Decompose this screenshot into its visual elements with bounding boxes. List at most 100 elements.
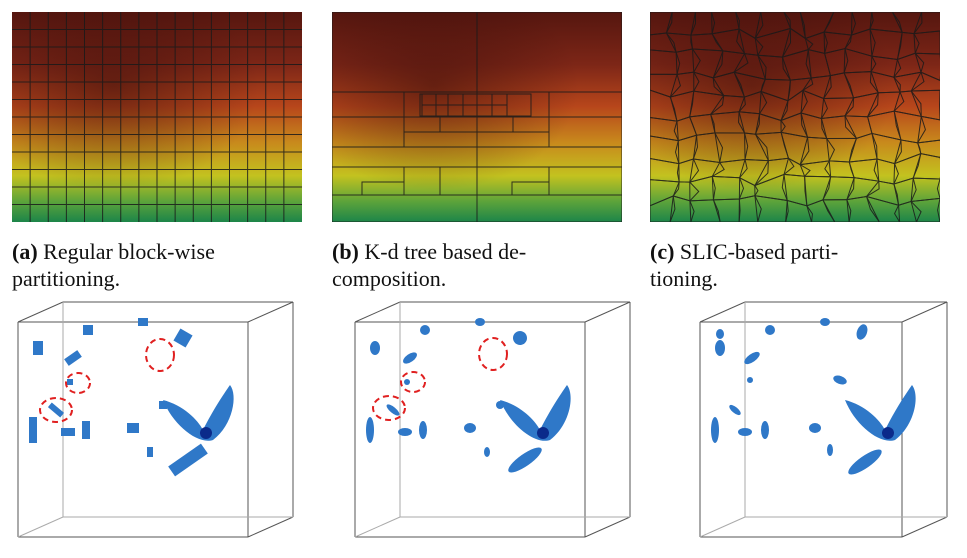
superpixel	[744, 132, 769, 162]
feature-blob	[729, 404, 741, 416]
superpixel	[822, 176, 855, 201]
superpixel	[913, 30, 940, 55]
highlight-circle	[478, 337, 508, 371]
feature-blob	[484, 447, 490, 457]
superpixel	[843, 71, 880, 99]
superpixel	[758, 90, 789, 122]
superpixel	[914, 52, 940, 82]
superpixel	[650, 49, 681, 75]
caption-b-line2: composition.	[332, 266, 447, 291]
cube-a-svg	[17, 301, 294, 538]
feature-blob	[833, 375, 847, 385]
heatmap-slic	[650, 12, 940, 222]
superpixel	[844, 28, 876, 57]
feature-blob	[475, 318, 485, 326]
superpixel	[738, 90, 768, 115]
cube-edge	[247, 301, 294, 323]
superpixel	[710, 111, 746, 134]
superpixel	[917, 115, 940, 144]
caption-a-tag: (a)	[12, 239, 38, 264]
feature-core	[882, 427, 894, 439]
cube-c-svg	[699, 301, 948, 538]
superpixel	[893, 152, 922, 185]
superpixel	[689, 175, 716, 202]
superpixel	[738, 111, 761, 135]
superpixel	[787, 77, 814, 102]
superpixel	[822, 199, 852, 222]
feature-blob	[716, 329, 724, 339]
feature-blob	[747, 377, 753, 383]
superpixel	[690, 33, 724, 52]
feature-blob	[33, 341, 43, 355]
superpixel	[850, 12, 874, 36]
superpixel	[802, 75, 832, 100]
superpixel	[893, 110, 926, 144]
feature-blob-large	[845, 385, 916, 441]
feature-blob	[513, 331, 527, 345]
feature-blob	[159, 401, 167, 409]
cube-edge	[584, 301, 631, 323]
feature-blob	[82, 421, 90, 439]
superpixel	[893, 90, 922, 118]
superpixel	[917, 139, 940, 158]
feature-blob	[744, 351, 760, 365]
superpixel	[678, 158, 700, 183]
superpixel	[692, 132, 724, 164]
superpixel	[826, 137, 858, 163]
superpixel	[865, 195, 901, 222]
feature-blob	[738, 428, 752, 436]
feature-blob	[809, 423, 821, 433]
superpixel	[650, 116, 680, 142]
feature-blob	[168, 443, 208, 477]
superpixel	[846, 177, 880, 201]
superpixel	[781, 27, 814, 58]
heatmap-b-svg	[332, 12, 622, 222]
highlight-circle	[65, 372, 91, 394]
feature-core	[537, 427, 549, 439]
superpixel	[711, 28, 746, 55]
superpixel	[672, 181, 700, 202]
feature-blob	[61, 428, 75, 436]
superpixel	[711, 158, 748, 179]
superpixel	[712, 50, 749, 79]
heatmap-kd-tree	[332, 12, 622, 222]
superpixel	[780, 89, 808, 122]
caption-c: (c) SLIC-based parti- tioning.	[650, 238, 942, 292]
caption-a-line2: partitioning.	[12, 266, 121, 291]
feature-blob	[820, 318, 830, 326]
feature-blob	[366, 417, 374, 443]
superpixel	[910, 71, 940, 92]
cube-b-svg	[354, 301, 631, 538]
feature-blob	[386, 404, 400, 416]
superpixel	[650, 179, 680, 207]
superpixel	[844, 92, 879, 118]
kd-cell	[491, 104, 508, 117]
feature-blob-large	[163, 385, 234, 441]
superpixel	[754, 173, 788, 202]
superpixel	[711, 175, 745, 201]
caption-c-line1: SLIC-based parti-	[679, 239, 839, 264]
kd-cell	[476, 194, 622, 222]
cube-edge	[699, 301, 746, 323]
superpixel	[870, 70, 901, 94]
cube-edge	[699, 516, 746, 538]
superpixel	[843, 47, 877, 74]
superpixel	[669, 195, 695, 222]
superpixel	[896, 31, 920, 61]
caption-c-line2: tioning.	[650, 266, 718, 291]
cube-edge	[17, 301, 64, 323]
feature-blob	[715, 340, 725, 356]
superpixel	[738, 28, 764, 56]
superpixel	[650, 32, 677, 53]
feature-blob	[370, 341, 380, 355]
superpixel	[712, 71, 746, 98]
feature-blob	[67, 379, 73, 385]
superpixel	[650, 195, 676, 222]
superpixel	[780, 112, 809, 138]
feature-blob	[711, 417, 719, 443]
feature-blob	[173, 328, 193, 348]
superpixel	[665, 12, 697, 36]
superpixel	[688, 113, 716, 136]
superpixel	[689, 158, 725, 183]
superpixel	[820, 97, 855, 120]
